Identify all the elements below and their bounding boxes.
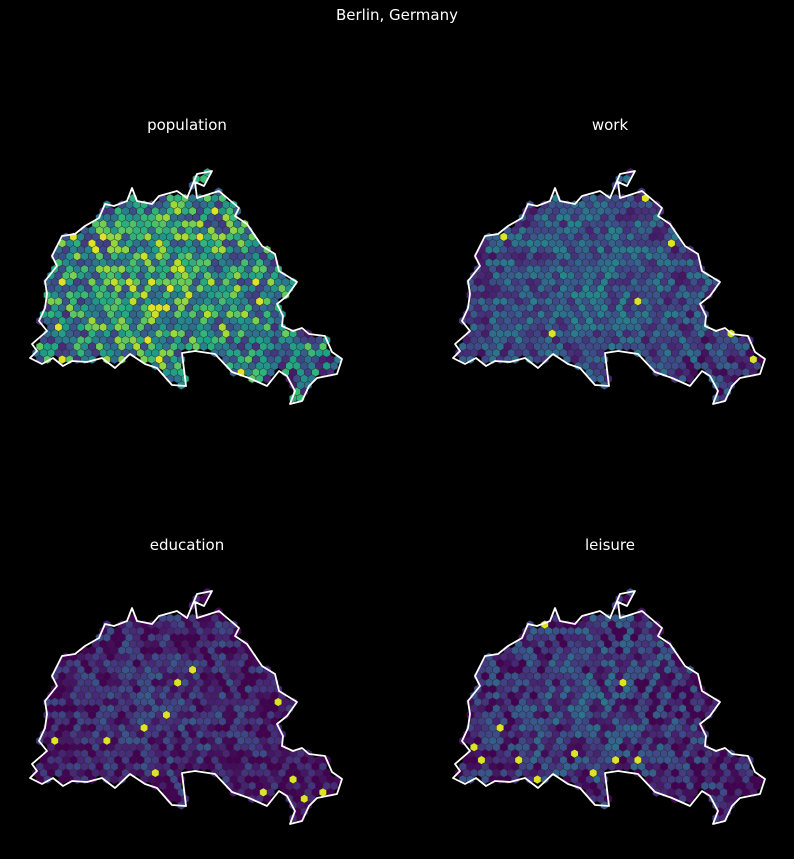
berlin-hex-map	[452, 587, 766, 825]
map-panel-leisure: leisure	[440, 536, 780, 836]
berlin-hex-map	[29, 587, 343, 825]
hex-cell	[192, 342, 201, 352]
hex-cell	[533, 354, 542, 365]
hex-cells	[32, 167, 342, 403]
hex-cell	[281, 290, 290, 300]
hex-cell	[533, 774, 542, 785]
hex-cell	[615, 762, 624, 772]
panel-title: education	[149, 536, 225, 554]
hex-cell	[110, 774, 119, 785]
hex-cell	[704, 290, 713, 300]
figure-title: Berlin, Germany	[335, 6, 458, 24]
city-boundary	[29, 590, 343, 825]
hex-cell	[199, 762, 208, 772]
map-panel-education: education	[17, 536, 357, 836]
hex-cells	[32, 587, 342, 823]
map-panel-population: population	[17, 116, 357, 416]
hex-cells	[455, 587, 765, 823]
berlin-hex-map	[29, 167, 343, 405]
hex-cell	[615, 342, 624, 352]
hex-cell	[73, 354, 82, 365]
panel-title: population	[147, 116, 227, 134]
hex-cell	[117, 354, 126, 365]
hex-cell	[192, 762, 201, 772]
hex-cell	[110, 354, 119, 365]
hex-cell	[496, 354, 505, 365]
hex-cell	[73, 774, 82, 785]
hex-cells	[455, 167, 765, 403]
hex-cell	[496, 774, 505, 785]
hex-cell	[184, 762, 193, 772]
map-panel-work: work	[440, 116, 780, 416]
city-boundary	[452, 590, 766, 825]
berlin-hex-map	[452, 167, 766, 405]
city-boundary	[452, 170, 766, 405]
panel-title: leisure	[585, 536, 635, 554]
hex-cell	[607, 342, 616, 352]
panel-title: work	[591, 116, 629, 134]
hex-cell	[281, 710, 290, 720]
hex-cell	[199, 342, 208, 352]
hex-cell	[540, 354, 549, 365]
hex-cell	[540, 774, 549, 785]
hex-cell	[184, 342, 193, 352]
hex-cell	[622, 762, 631, 772]
hex-cell	[607, 762, 616, 772]
hex-cell	[622, 342, 631, 352]
hex-cell	[704, 710, 713, 720]
hex-cell	[117, 774, 126, 785]
city-boundary	[29, 170, 343, 405]
